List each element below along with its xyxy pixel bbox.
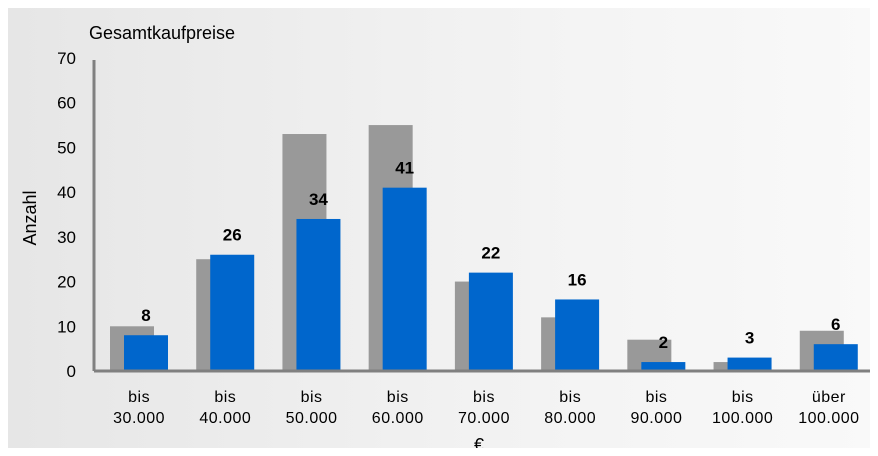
x-tick-label: 50.000 [286,410,338,427]
y-tick-label: 0 [67,362,76,381]
y-tick-label: 40 [57,183,76,202]
bar-series-2 [813,344,858,371]
x-tick-label: 100.000 [712,410,773,427]
bar-series-2 [382,187,427,371]
data-labels: 8 26 34 41 22 16 2 3 6 [141,159,840,352]
x-tick-label: 100.000 [798,410,859,427]
y-tick-label: 20 [57,273,76,292]
x-tick-label: bis [645,389,667,406]
x-tick-label: bis [301,389,323,406]
chart-frame: Gesamtkaufpreise Anzahl € 0 10 20 30 40 50 60 7… [8,8,870,448]
x-tick-label: bis [559,389,581,406]
x-tick-label: über [812,389,846,406]
bar-series-2 [296,218,341,371]
y-tick-label: 30 [57,228,76,247]
axes [92,60,870,373]
x-tick-label: 60.000 [372,410,424,427]
x-tick-label: 40.000 [199,410,251,427]
y-tick-label: 60 [57,94,76,113]
x-axis-label: € [474,435,484,448]
bars [110,125,858,371]
y-tick-label: 50 [57,138,76,157]
data-label: 16 [568,270,587,289]
data-label: 26 [223,226,242,245]
chart-svg: Gesamtkaufpreise Anzahl € 0 10 20 30 40 50 60 7… [20,23,870,448]
x-tick-label: bis [214,389,236,406]
x-tick-label: 80.000 [544,410,596,427]
bar-series-2 [468,272,513,371]
x-tick-label: 70.000 [458,410,510,427]
data-label: 41 [395,159,414,178]
data-label: 3 [745,329,754,348]
data-label: 6 [831,315,840,334]
data-label: 2 [659,333,668,352]
data-label: 22 [481,244,500,263]
bar-series-2 [641,362,686,371]
x-tick-label: 90.000 [630,410,682,427]
bar-series-2 [555,299,600,371]
x-tick-label: 30.000 [113,410,165,427]
y-ticks: 0 10 20 30 40 50 60 70 [57,49,76,381]
bar-series-2 [210,254,255,371]
x-tick-label: bis [387,389,409,406]
data-label: 8 [141,306,150,325]
bar-series-2 [727,357,772,371]
x-ticks: bis 30.000 bis 40.000 bis 50.000 bis 60.000 bis 7… [113,389,859,427]
bar-series-2 [124,335,168,371]
x-tick-label: bis [128,389,150,406]
y-tick-label: 10 [57,317,76,336]
y-axis-label: Anzahl [20,190,40,245]
y-tick-label: 70 [57,49,76,68]
x-tick-label: bis [473,389,495,406]
x-tick-label: bis [732,389,754,406]
data-label: 34 [309,190,328,209]
chart-title: Gesamtkaufpreise [89,23,235,43]
